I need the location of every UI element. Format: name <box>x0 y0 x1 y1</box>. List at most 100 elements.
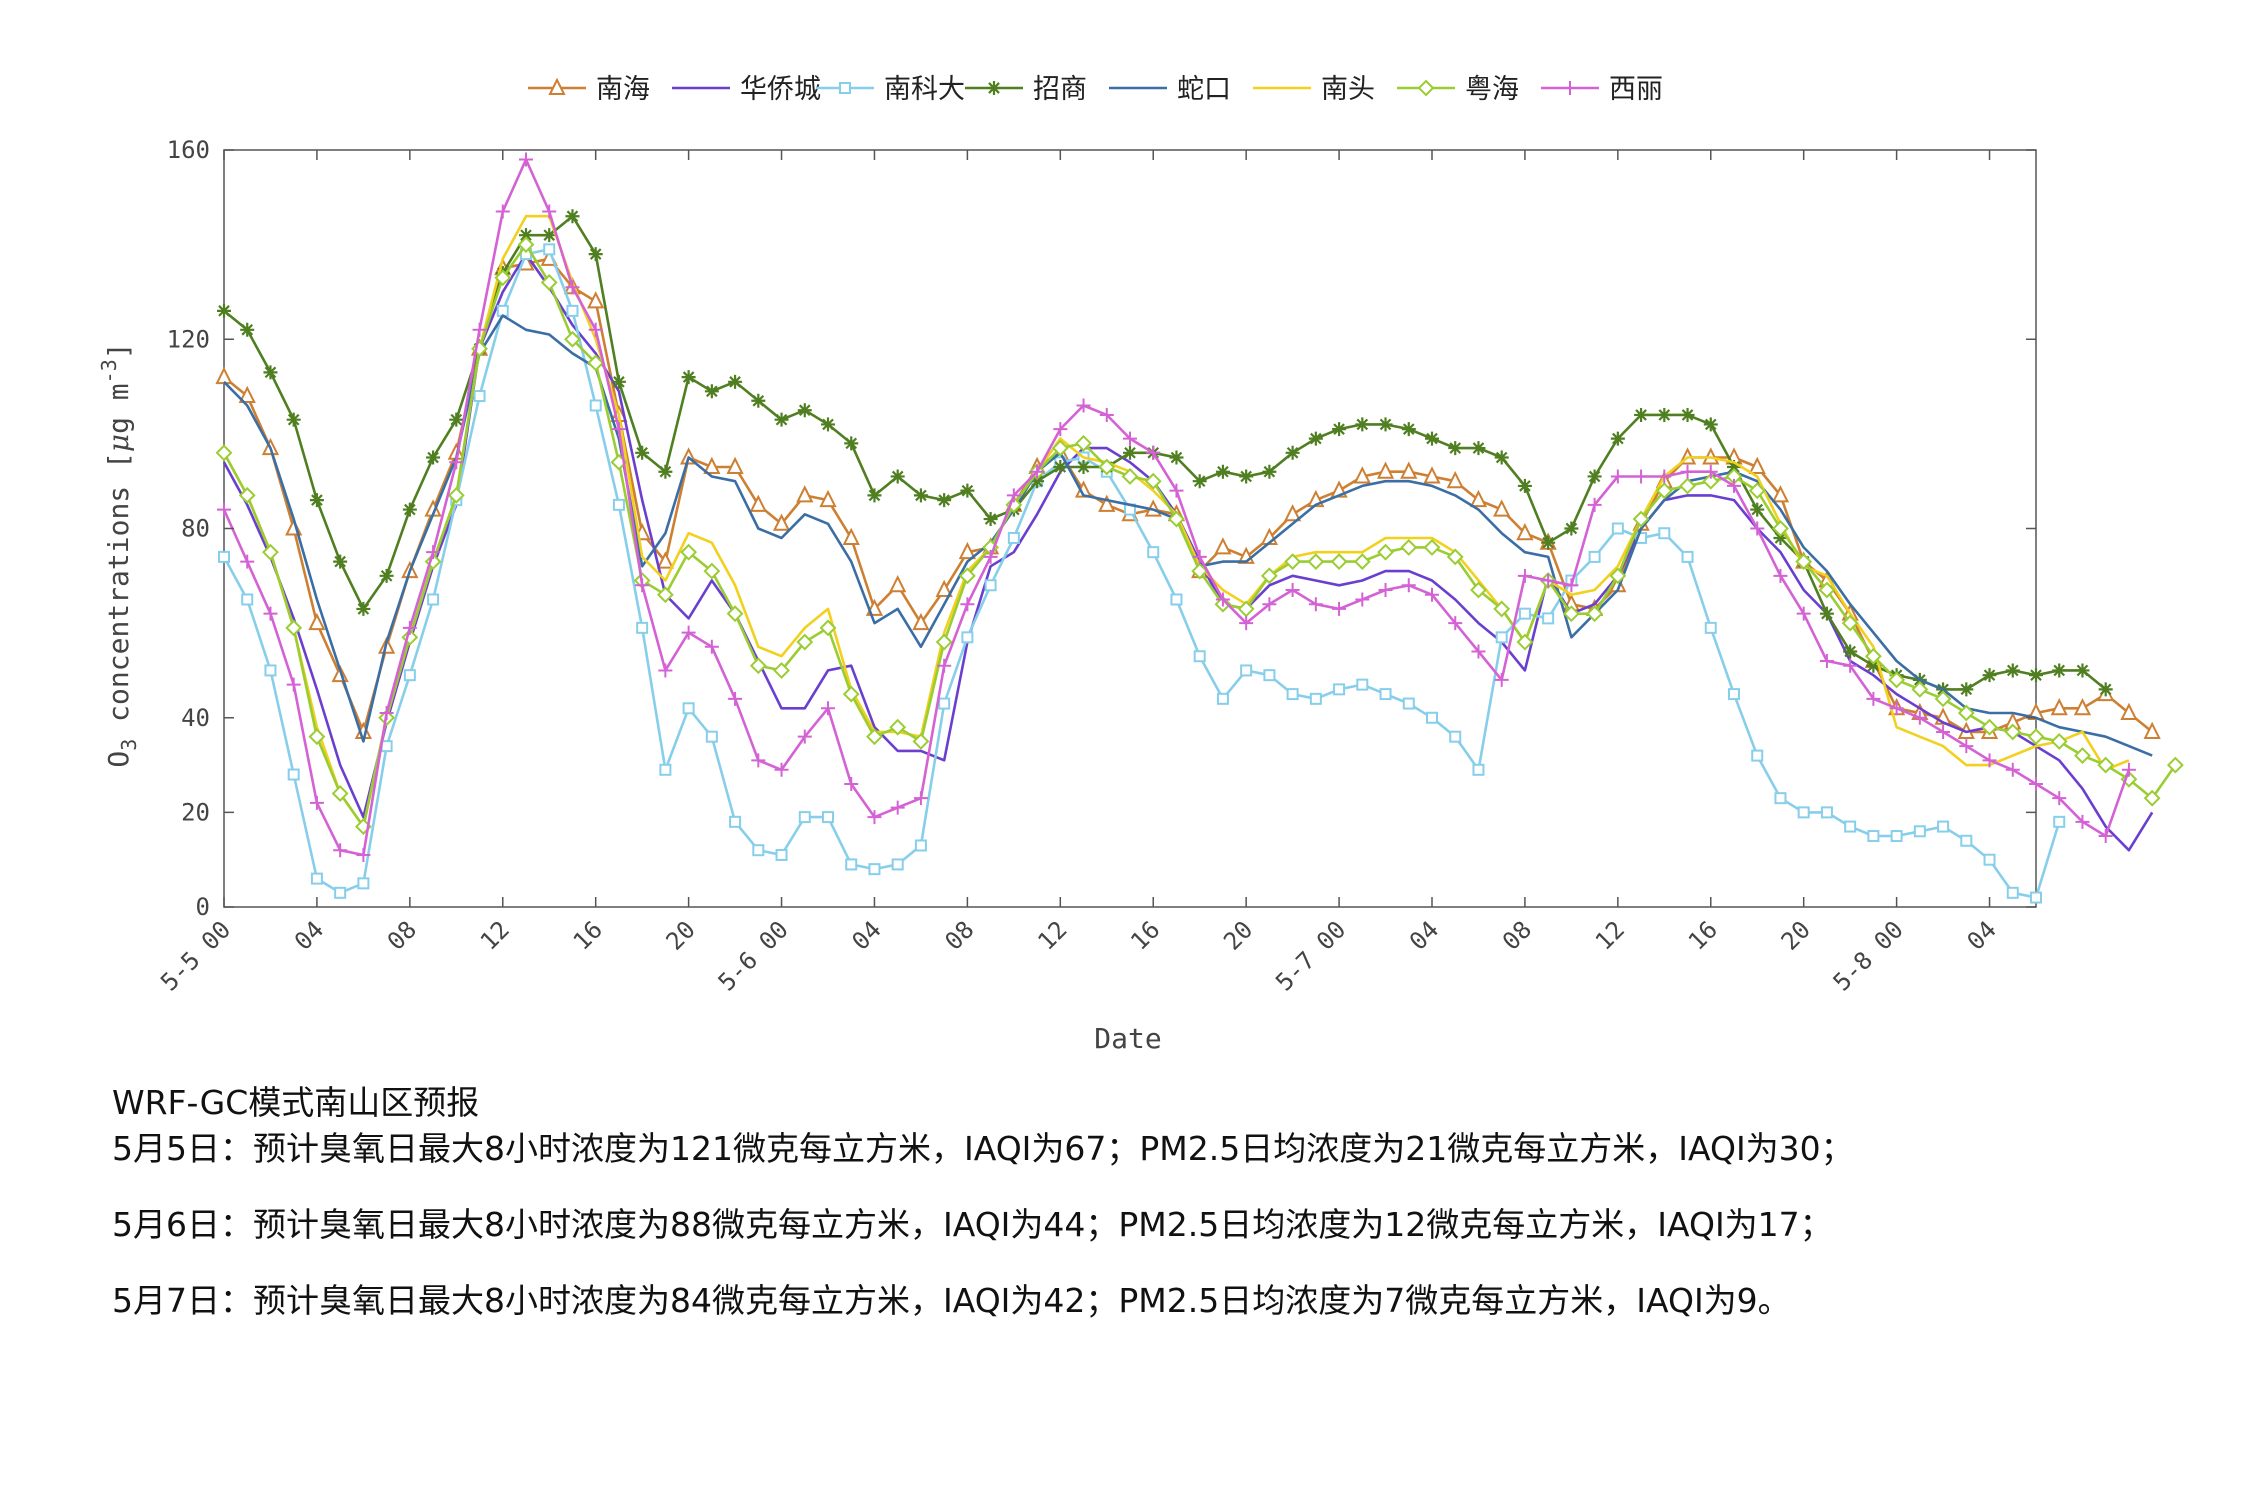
data-point <box>1006 488 1021 503</box>
data-point <box>891 858 904 871</box>
data-point <box>1658 527 1671 540</box>
data-point <box>1819 606 1834 621</box>
data-point <box>1356 678 1369 691</box>
data-point <box>2074 747 2091 765</box>
data-point <box>1818 581 1836 599</box>
x-tick-label: 04 <box>289 915 329 955</box>
data-point <box>1751 749 1764 762</box>
data-point <box>1402 697 1415 710</box>
x-tick-label: 5-7 00 <box>1270 915 1351 996</box>
data-point <box>819 489 837 508</box>
data-point <box>749 657 767 675</box>
data-point <box>1448 616 1463 631</box>
data-point <box>682 702 695 715</box>
data-point <box>987 81 1001 95</box>
data-point <box>286 412 301 427</box>
data-point <box>1355 417 1370 432</box>
data-point <box>2166 756 2184 774</box>
data-point <box>1192 474 1207 489</box>
data-point <box>913 791 928 806</box>
data-point <box>1379 688 1392 701</box>
data-point <box>238 486 256 504</box>
data-point <box>726 605 744 623</box>
data-point <box>334 886 347 899</box>
data-point <box>1099 407 1114 422</box>
data-point <box>2052 663 2067 678</box>
data-point <box>1423 466 1441 484</box>
legend: 南海 华侨城 南科大 招商 蛇口 南头 粤海 西丽 <box>528 74 1663 105</box>
data-point <box>1864 647 1882 665</box>
data-point <box>1215 592 1230 607</box>
data-point <box>960 597 975 612</box>
data-point <box>2027 728 2045 746</box>
data-point <box>704 384 719 399</box>
data-point <box>1446 548 1464 566</box>
data-point <box>681 370 696 385</box>
data-point <box>1191 562 1209 580</box>
data-point <box>1936 724 1951 739</box>
series-line <box>222 243 2177 828</box>
series-6 <box>215 236 2184 835</box>
data-point <box>1493 600 1511 618</box>
data-point <box>241 593 254 606</box>
data-point <box>540 274 558 291</box>
data-point <box>1146 445 1161 460</box>
data-point <box>612 498 625 511</box>
data-point <box>1911 680 1929 698</box>
data-point <box>1286 688 1299 701</box>
data-point <box>1123 431 1137 446</box>
data-point <box>1563 81 1577 95</box>
data-point <box>845 858 858 871</box>
data-point <box>494 269 512 287</box>
data-point <box>1541 573 1556 588</box>
x-tick-label: 16 <box>1683 915 1723 955</box>
data-point <box>1121 468 1139 485</box>
data-point <box>983 512 998 527</box>
data-point <box>286 677 301 692</box>
data-point <box>1493 499 1511 517</box>
x-axis-title: Date <box>1094 1022 1161 1055</box>
data-point <box>1634 469 1649 484</box>
data-point <box>1378 417 1393 432</box>
data-point <box>1262 464 1277 479</box>
data-point <box>1144 472 1162 490</box>
data-point <box>426 450 441 465</box>
data-point <box>1657 407 1672 422</box>
data-point <box>890 469 905 484</box>
data-point <box>542 204 557 219</box>
data-point <box>1586 605 1604 623</box>
data-point <box>1959 682 1974 697</box>
data-point <box>1541 535 1556 550</box>
data-point <box>380 740 393 753</box>
data-point <box>728 374 743 389</box>
y-axis-title: O3 concentrations [μg m-3] <box>97 342 141 767</box>
data-point <box>2029 776 2043 791</box>
data-point <box>1353 466 1371 484</box>
data-point <box>912 732 930 750</box>
data-point <box>798 811 811 824</box>
data-point <box>1237 600 1255 618</box>
data-point <box>1841 614 1859 632</box>
data-point <box>473 390 486 403</box>
data-point <box>1913 825 1926 838</box>
data-point <box>1748 482 1766 500</box>
series-2 <box>218 243 2066 904</box>
data-point <box>1193 650 1206 663</box>
data-point <box>1748 456 1766 474</box>
data-point <box>658 663 673 678</box>
data-point <box>681 625 696 640</box>
legend-label: 南海 <box>596 74 650 105</box>
y-tick-label: 120 <box>167 325 210 353</box>
data-point <box>1680 464 1695 479</box>
data-point <box>1564 578 1579 593</box>
data-point <box>215 366 233 385</box>
data-point <box>402 620 417 635</box>
data-point <box>447 486 465 504</box>
data-point <box>912 612 930 631</box>
data-point <box>822 811 834 824</box>
forecast-day2: 5月6日：预计臭氧日最大8小时浓度为88微克每立方米，IAQI为44；PM2.5… <box>112 1205 1833 1244</box>
data-point <box>587 354 605 372</box>
x-tick-label: 12 <box>475 915 515 955</box>
data-point <box>1495 631 1508 644</box>
data-point <box>2005 663 2020 678</box>
